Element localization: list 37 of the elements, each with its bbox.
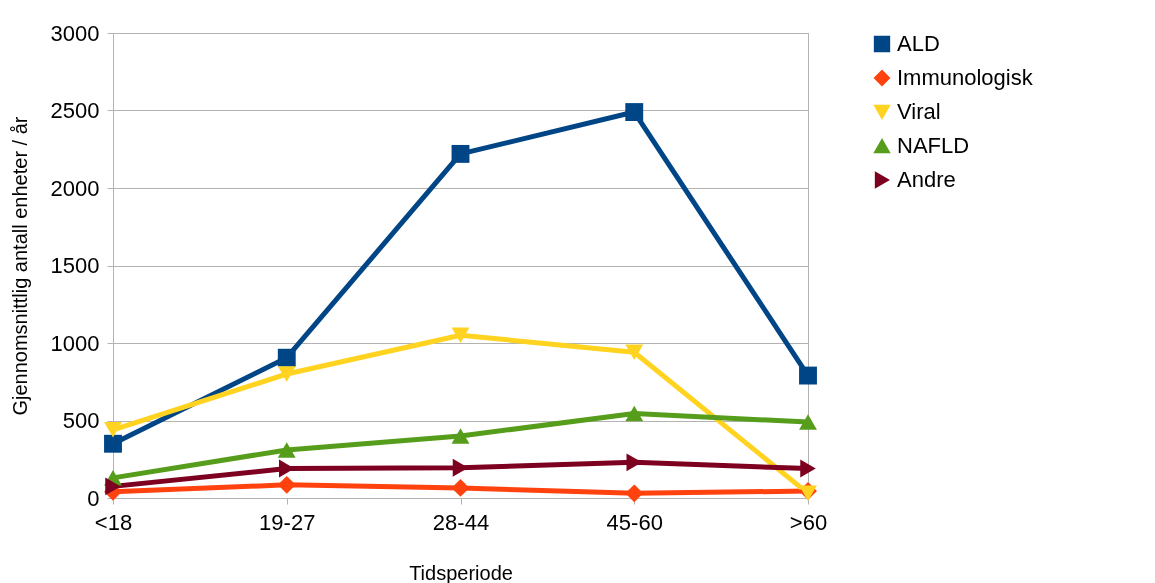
- x-tick-label: <18: [94, 509, 133, 535]
- point: [277, 475, 296, 494]
- y-tick-label: 2000: [50, 175, 100, 201]
- point: [451, 478, 470, 497]
- point: [451, 327, 470, 343]
- point: [105, 477, 121, 496]
- point: [451, 428, 470, 444]
- x-axis-title: Tidsperiode: [409, 561, 513, 583]
- point: [625, 405, 644, 422]
- x-tick-label: 45-60: [606, 509, 663, 535]
- y-tick-label: 500: [62, 408, 100, 433]
- point: [625, 484, 644, 503]
- x-tick-label: >60: [789, 509, 828, 535]
- point: [104, 434, 122, 453]
- point: [104, 422, 122, 438]
- y-tick-label: 2500: [50, 98, 100, 123]
- point: [800, 459, 816, 478]
- point: [799, 366, 817, 385]
- x-tick-label: 28-44: [432, 509, 490, 535]
- y-tick-label: 1000: [50, 330, 100, 356]
- point: [451, 144, 470, 163]
- y-tick-label: 1500: [50, 253, 100, 278]
- point: [799, 414, 817, 430]
- y-axis-title: Gjennomsnittlig antall enheter / år: [8, 116, 31, 416]
- x-tick-label: 19-27: [259, 509, 316, 535]
- y-tick-label: 0: [87, 485, 100, 511]
- legend-label: ALD: [897, 31, 940, 56]
- point: [625, 344, 644, 361]
- point: [625, 103, 644, 121]
- legend-label: Immunologisk: [897, 65, 1034, 90]
- legend-label: NAFLD: [897, 133, 970, 158]
- legend-label: Andre: [897, 167, 956, 192]
- point: [277, 442, 296, 458]
- point: [277, 366, 296, 382]
- y-tick-label: 3000: [50, 20, 100, 46]
- legend-label: Viral: [897, 99, 941, 124]
- point: [277, 348, 296, 367]
